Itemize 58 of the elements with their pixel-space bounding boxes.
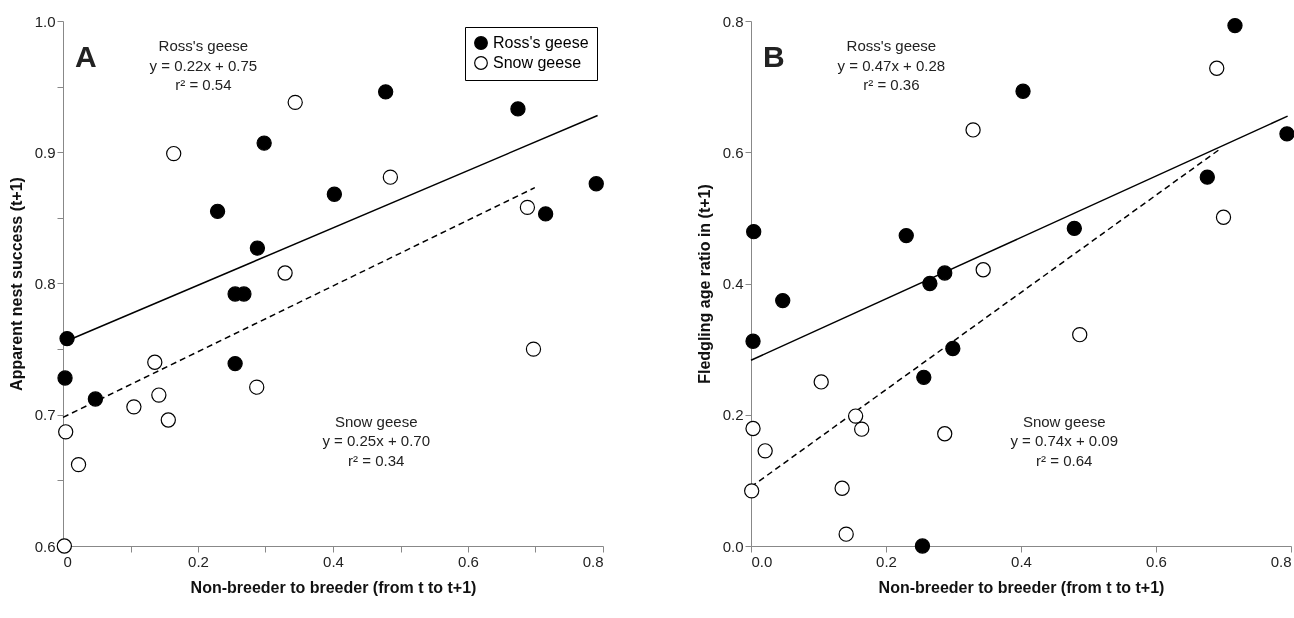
point [588, 176, 604, 192]
x-tick-label: 0.4 [323, 552, 344, 570]
y-tick-label: 0.8 [34, 275, 56, 292]
x-axis-title: Non-breeder to breeder (from t to t+1) [190, 578, 477, 596]
x-tick-label: 0.8 [1270, 552, 1292, 570]
legend-label: Ross's geese [493, 34, 589, 51]
point [382, 169, 399, 185]
x-axis-title: Non-breeder to breeder (from t to t+1) [878, 578, 1165, 596]
annotation: B [763, 40, 785, 73]
y-tick-label: 1.0 [34, 12, 56, 30]
x-tick-label: 0.4 [1011, 552, 1032, 570]
point [151, 387, 167, 403]
point [525, 341, 542, 357]
x-tick-label: 0.2 [876, 552, 897, 570]
x-tick-label: 0.2 [188, 552, 209, 570]
y-tick-label: 0.6 [34, 537, 56, 555]
point [510, 101, 526, 117]
point [160, 412, 176, 428]
point [249, 379, 265, 395]
point [126, 399, 142, 415]
annotation: Ross's geese y = 0.47x + 0.28 r² = 0.36 [837, 37, 946, 93]
point [166, 145, 182, 162]
x-tick-label: 0.6 [1146, 552, 1167, 570]
point [227, 355, 243, 372]
y-tick-label: 0.6 [722, 143, 744, 161]
point [70, 456, 87, 473]
annotation: Ross's geese y = 0.22x + 0.75 r² = 0.54 [149, 37, 258, 93]
y-axis-title: Apparent nest success (t+1) [7, 177, 25, 391]
y-tick-label: 0.0 [722, 537, 744, 555]
point [256, 135, 272, 151]
y-tick-label: 0.4 [722, 275, 744, 292]
annotation: Snow geese y = 0.74x + 0.09 r² = 0.64 [1010, 412, 1118, 469]
point [147, 354, 163, 370]
y-tick-label: 0.2 [722, 406, 744, 424]
x-tick-label: 0.8 [582, 552, 604, 570]
x-tick-label: 0.0 [751, 552, 773, 570]
annotation: A [75, 40, 97, 73]
point [377, 84, 394, 100]
y-tick-label: 0.8 [722, 12, 744, 30]
point [59, 330, 75, 347]
point [277, 265, 293, 281]
point [537, 206, 554, 222]
point [519, 199, 536, 216]
point [58, 424, 74, 440]
legend-label: Snow geese [493, 54, 582, 71]
point [287, 94, 303, 111]
y-tick-label: 0.9 [34, 143, 56, 161]
x-tick-label: 0 [63, 552, 72, 570]
annotation: Snow geese y = 0.25x + 0.70 r² = 0.34 [322, 412, 430, 469]
y-tick-label: 0.7 [34, 406, 56, 424]
y-axis-title: Fledgling age ratio in (t+1) [695, 184, 713, 384]
point [209, 203, 226, 219]
point [249, 240, 266, 256]
x-tick-label: 0.6 [458, 552, 479, 570]
point [56, 538, 73, 554]
point [87, 391, 104, 407]
point [57, 370, 73, 386]
point [326, 186, 343, 202]
